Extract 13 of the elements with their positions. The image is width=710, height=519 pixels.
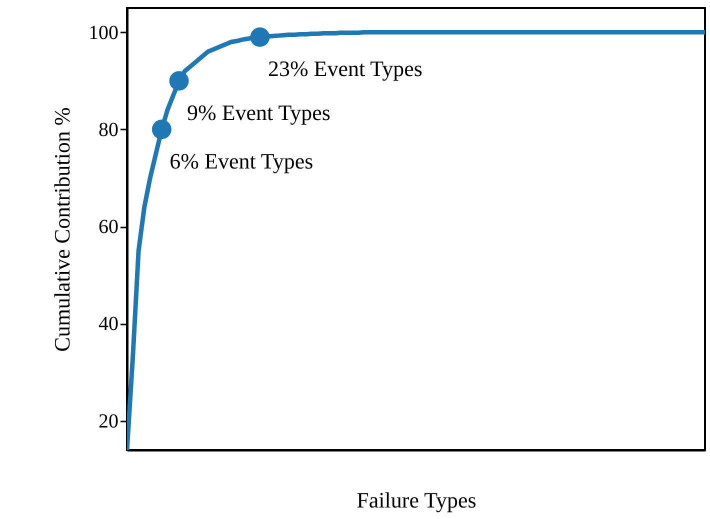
x-axis-title: Failure Types	[356, 488, 476, 512]
y-tick-label: 80	[98, 118, 118, 141]
y-tick-label: 20	[98, 410, 118, 432]
y-tick-label: 60	[98, 216, 118, 238]
point	[250, 27, 270, 47]
y-tick-label: 100	[88, 22, 118, 44]
point	[152, 120, 172, 140]
y-axis-title: Cumulative Contribution %	[50, 107, 74, 352]
y-tick-label: 40	[98, 313, 118, 336]
annotation: 9% Event Types	[187, 100, 331, 125]
point	[169, 71, 189, 91]
annotation: 23% Event Types	[268, 56, 422, 82]
annotation: 6% Event Types	[170, 148, 314, 174]
